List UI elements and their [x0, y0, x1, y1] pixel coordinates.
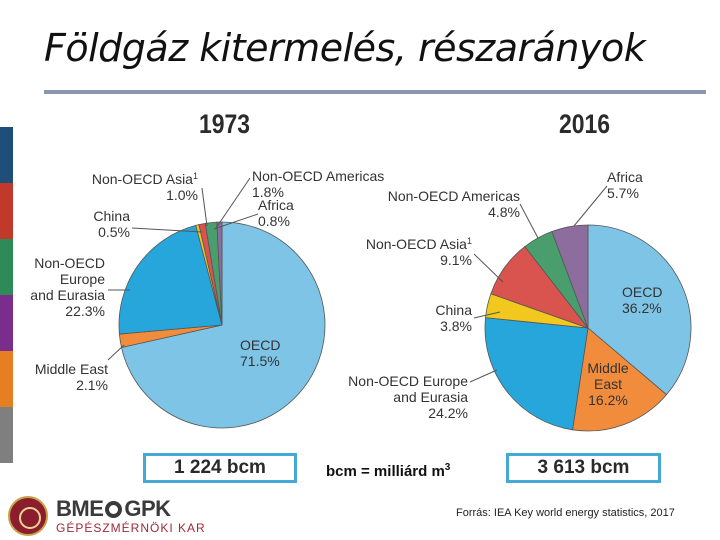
- slice-label-china: China 0.5%: [93, 208, 130, 240]
- slice-label-china: China 3.8%: [435, 302, 472, 334]
- leader-line-middle-east: [107, 344, 125, 361]
- logo-subtitle: GÉPÉSZMÉRNÖKI KAR: [56, 521, 206, 535]
- slice-label-oecd: OECD 36.2%: [622, 284, 662, 316]
- unit-note-text: bcm = milliárd m: [326, 463, 445, 480]
- leader-line-africa: [573, 185, 608, 227]
- bme-gpk-logo: BME GPK GÉPÉSZMÉRNÖKI KAR: [8, 496, 208, 536]
- slice-value-china: 0.5%: [98, 224, 130, 240]
- pie-slice-africa: [551, 224, 589, 329]
- leader-line-china: [473, 311, 501, 319]
- leader-line-non-oecd-asia: [473, 253, 504, 283]
- slice-label-middle-east: Middle East 2.1%: [35, 361, 108, 393]
- pie-slice-oecd: [121, 221, 326, 429]
- slice-value-non-oecd-europe-and-eurasia: 22.3%: [65, 303, 105, 319]
- leader-line-non-oecd-asia: [201, 187, 208, 227]
- slice-label-africa: Africa 5.7%: [607, 169, 643, 201]
- slice-value-non-oecd-asia: 9.1%: [440, 252, 472, 268]
- unit-note-superscript: 3: [444, 462, 451, 473]
- sidebar-stripe-4: [0, 351, 13, 407]
- university-seal-icon: [8, 496, 48, 536]
- sidebar-stripe-2: [0, 239, 13, 295]
- slice-value-africa: 0.8%: [258, 213, 290, 229]
- slice-value-non-oecd-americas: 4.8%: [488, 204, 520, 220]
- year-label-1973: 1973: [199, 109, 251, 139]
- slice-label-middle-east: Middle East 16.2%: [587, 360, 628, 408]
- leader-line-non-oecd-europe-and-eurasia: [469, 369, 498, 383]
- sidebar-stripe-1: [0, 183, 13, 239]
- pie-slice-middle-east: [572, 327, 668, 432]
- logo-wordmark: BME GPK: [56, 496, 171, 522]
- slice-label-africa: Africa 0.8%: [258, 197, 294, 229]
- pie-chart-1973: OECD 71.5% Middle East 2.1% Non-OECD Europe an…: [30, 168, 384, 429]
- slice-label-non-oecd-americas: Non-OECD Americas 1.8%: [252, 168, 384, 200]
- slice-label-non-oecd-americas: Non-OECD Americas 4.8%: [388, 188, 520, 220]
- source-note: Forrás: IEA Key world energy statistics,…: [456, 507, 675, 519]
- slice-value-non-oecd-americas: 1.8%: [252, 184, 284, 200]
- slice-value-middle-east: 2.1%: [76, 377, 108, 393]
- total-box-1973: 1 224 bcm: [143, 453, 297, 483]
- slice-label-non-oecd-asia: Non-OECD Asia1 9.1%: [366, 236, 472, 268]
- pie-slice-non-oecd-europe-and-eurasia: [118, 224, 223, 335]
- sidebar-stripe-3: [0, 295, 13, 351]
- pie-slice-africa: [216, 221, 223, 326]
- total-box-2016: 3 613 bcm: [506, 453, 661, 483]
- slice-label-non-oecd-europe-and-eurasia: Non-OECD Europe and Eurasia 24.2%: [348, 373, 468, 421]
- slice-value-oecd: 36.2%: [622, 300, 662, 316]
- pie-chart-2016: OECD 36.2% Middle East 16.2% Non-OECD Europe a…: [348, 169, 692, 432]
- unit-note: bcm = milliárd m3: [326, 462, 450, 480]
- slide-title: Földgáz kitermelés, részarányok: [44, 26, 646, 70]
- sidebar-color-strip: [0, 127, 13, 463]
- slice-label-oecd: OECD 71.5%: [240, 337, 280, 369]
- slice-value-non-oecd-europe-and-eurasia: 24.2%: [428, 405, 468, 421]
- slice-value-non-oecd-asia: 1.0%: [166, 187, 198, 203]
- leader-line-africa: [213, 213, 259, 230]
- title-divider: [44, 90, 706, 94]
- leader-line-non-oecd-americas: [215, 177, 251, 229]
- slice-label-non-oecd-europe-and-eurasia: Non-OECD Europe and Eurasia 22.3%: [30, 255, 105, 319]
- sidebar-stripe-0: [0, 127, 13, 183]
- leader-line-non-oecd-americas: [519, 203, 539, 239]
- slice-value-middle-east: 16.2%: [588, 392, 628, 408]
- logo-gpk: GPK: [124, 496, 171, 521]
- logo-bme: BME: [56, 496, 104, 521]
- slice-value-oecd: 71.5%: [240, 353, 280, 369]
- leader-line-china: [131, 227, 203, 233]
- pie-slice-non-oecd-europe-and-eurasia: [484, 317, 589, 431]
- slice-label-non-oecd-asia: Non-OECD Asia1 1.0%: [92, 171, 198, 203]
- slice-value-china: 3.8%: [440, 318, 472, 334]
- slice-value-africa: 5.7%: [607, 185, 639, 201]
- sidebar-stripe-5: [0, 407, 13, 463]
- globe-icon: [105, 500, 123, 518]
- pie-slice-oecd: [587, 224, 692, 396]
- year-label-2016: 2016: [559, 109, 611, 139]
